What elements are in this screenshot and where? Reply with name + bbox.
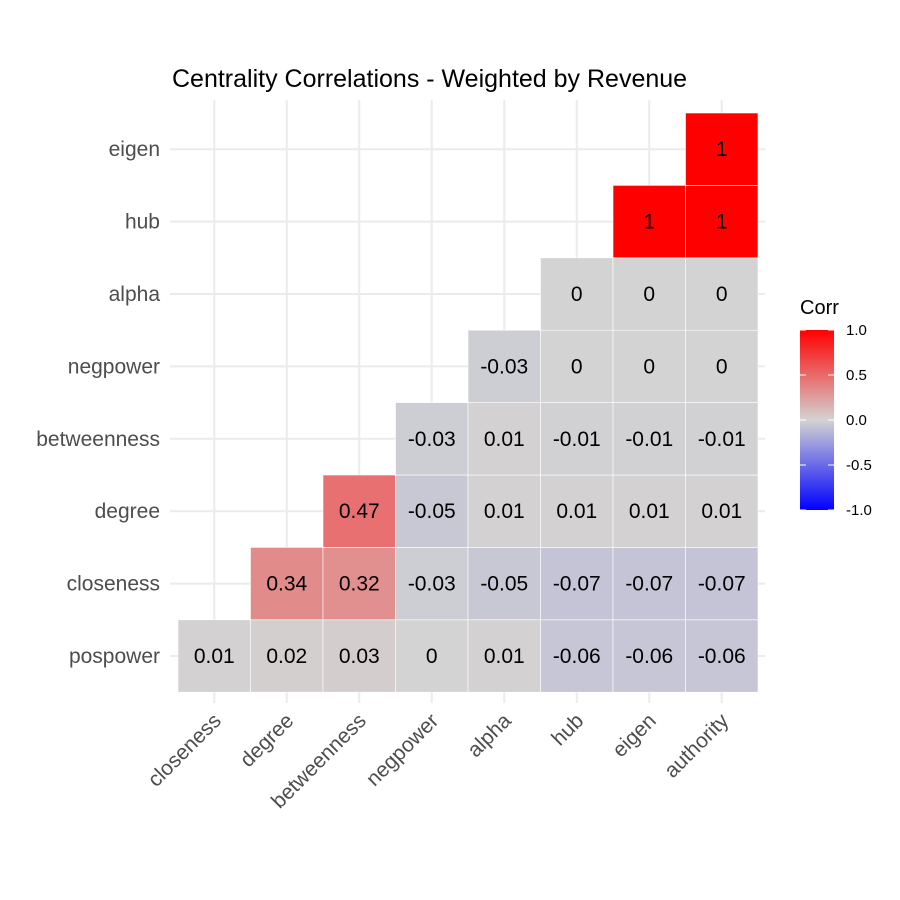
- heatmap-cell: [685, 547, 759, 621]
- heatmap-cell: [322, 547, 396, 621]
- heatmap-cell: [540, 619, 614, 693]
- legend-ticks: 1.0 0.5 0.0 -0.5 -1.0: [800, 322, 872, 519]
- legend-title: Corr: [800, 297, 839, 319]
- heatmap-cell: [395, 619, 469, 693]
- cell-value-label: 0.03: [339, 645, 380, 668]
- cell-value-label: 0.01: [556, 500, 597, 523]
- x-tick-label: negpower: [362, 709, 443, 790]
- heatmap-cell: [685, 402, 759, 476]
- cell-labels: 0.01 0.02 0.03 0 0.01 -0.06 -0.06 -0.06 0.34 0.32…: [194, 138, 746, 668]
- cell-value-label: 1: [716, 138, 728, 161]
- cell-value-label: 0.32: [339, 573, 380, 596]
- cell-value-label: 0: [643, 355, 655, 378]
- cell-value-label: -0.03: [480, 355, 528, 378]
- cell-value-label: 0.01: [194, 645, 235, 668]
- heatmap-cell: [395, 547, 469, 621]
- chart-title: Centrality Correlations - Weighted by Re…: [172, 65, 687, 93]
- heatmap-cell: [612, 619, 686, 693]
- heatmap-cell: [322, 474, 396, 548]
- cell-value-label: -0.06: [625, 645, 673, 668]
- heatmap-cell: [395, 474, 469, 548]
- cell-value-label: -0.07: [698, 573, 746, 596]
- x-tick-label: closeness: [143, 709, 225, 791]
- heatmap-cell: [467, 402, 541, 476]
- y-tick-label: pospower: [69, 645, 160, 668]
- y-tick-label: hub: [125, 211, 160, 234]
- cell-value-label: -0.01: [553, 428, 601, 451]
- cell-value-label: 0.01: [484, 645, 525, 668]
- heatmap-cell: [322, 619, 396, 693]
- cell-value-label: -0.07: [553, 573, 601, 596]
- heatmap-cell: [685, 619, 759, 693]
- heatmap-cell: [467, 619, 541, 693]
- cell-value-label: 0: [426, 645, 438, 668]
- x-tick-label: authority: [660, 709, 734, 783]
- heatmap-cell: [685, 474, 759, 548]
- cell-value-label: 0: [716, 355, 728, 378]
- cell-value-label: -0.05: [480, 573, 528, 596]
- heatmap-cell: [395, 402, 469, 476]
- x-tick-label: eigen: [608, 709, 661, 762]
- x-tick-label: hub: [547, 709, 588, 750]
- heatmap-cell: [540, 474, 614, 548]
- heatmap-cell: [612, 257, 686, 331]
- heatmap-cell: [177, 619, 251, 693]
- heatmap-cell: [612, 185, 686, 259]
- heatmap-cells: [177, 112, 759, 693]
- y-tick-label: eigen: [109, 138, 160, 161]
- legend-tick-label: -0.5: [846, 457, 872, 474]
- heatmap-cell: [540, 547, 614, 621]
- legend-tick-label: 1.0: [846, 322, 867, 339]
- cell-value-label: -0.06: [698, 645, 746, 668]
- heatmap-cell: [685, 329, 759, 403]
- cell-value-label: 0.01: [484, 500, 525, 523]
- y-tick-label: negpower: [68, 355, 160, 378]
- heatmap-cell: [250, 547, 324, 621]
- cell-value-label: -0.03: [408, 573, 456, 596]
- legend-tick-label: 0.0: [846, 412, 867, 429]
- cell-value-label: 0: [716, 283, 728, 306]
- cell-value-label: -0.01: [698, 428, 746, 451]
- y-axis-ticks: pospower closeness degree betweenness negpow…: [36, 138, 160, 668]
- y-tick-label: betweenness: [36, 428, 160, 451]
- cell-value-label: -0.07: [625, 573, 673, 596]
- cell-value-label: 0.02: [266, 645, 307, 668]
- cell-value-label: 0.34: [266, 573, 307, 596]
- heatmap-cell: [612, 474, 686, 548]
- legend: Corr 1.0 0.5 0.0 -0.5 -1.0: [800, 297, 872, 519]
- cell-value-label: 0: [643, 283, 655, 306]
- heatmap-cell: [467, 547, 541, 621]
- y-tick-label: degree: [95, 500, 160, 523]
- cell-value-label: 0.01: [629, 500, 670, 523]
- heatmap-cell: [685, 185, 759, 259]
- heatmap-cell: [467, 329, 541, 403]
- y-tick-label: alpha: [109, 283, 161, 306]
- cell-value-label: -0.01: [625, 428, 673, 451]
- x-tick-label: degree: [236, 709, 299, 772]
- cell-value-label: 0.47: [339, 500, 380, 523]
- heatmap-cell: [540, 257, 614, 331]
- x-tick-label: alpha: [463, 709, 516, 762]
- legend-tick-label: 0.5: [846, 367, 867, 384]
- heatmap-cell: [540, 329, 614, 403]
- legend-tick-label: -1.0: [846, 502, 872, 519]
- cell-value-label: 1: [716, 211, 728, 234]
- heatmap-cell: [467, 474, 541, 548]
- cell-value-label: 0.01: [484, 428, 525, 451]
- cell-value-label: 0.01: [701, 500, 742, 523]
- y-tick-label: closeness: [67, 573, 160, 596]
- cell-value-label: 0: [571, 283, 583, 306]
- heatmap-cell: [612, 547, 686, 621]
- cell-value-label: -0.06: [553, 645, 601, 668]
- cell-value-label: -0.05: [408, 500, 456, 523]
- cell-value-label: 0: [571, 355, 583, 378]
- cell-value-label: -0.03: [408, 428, 456, 451]
- heatmap-cell: [685, 112, 759, 186]
- heatmap-cell: [250, 619, 324, 693]
- cell-value-label: 1: [643, 211, 655, 234]
